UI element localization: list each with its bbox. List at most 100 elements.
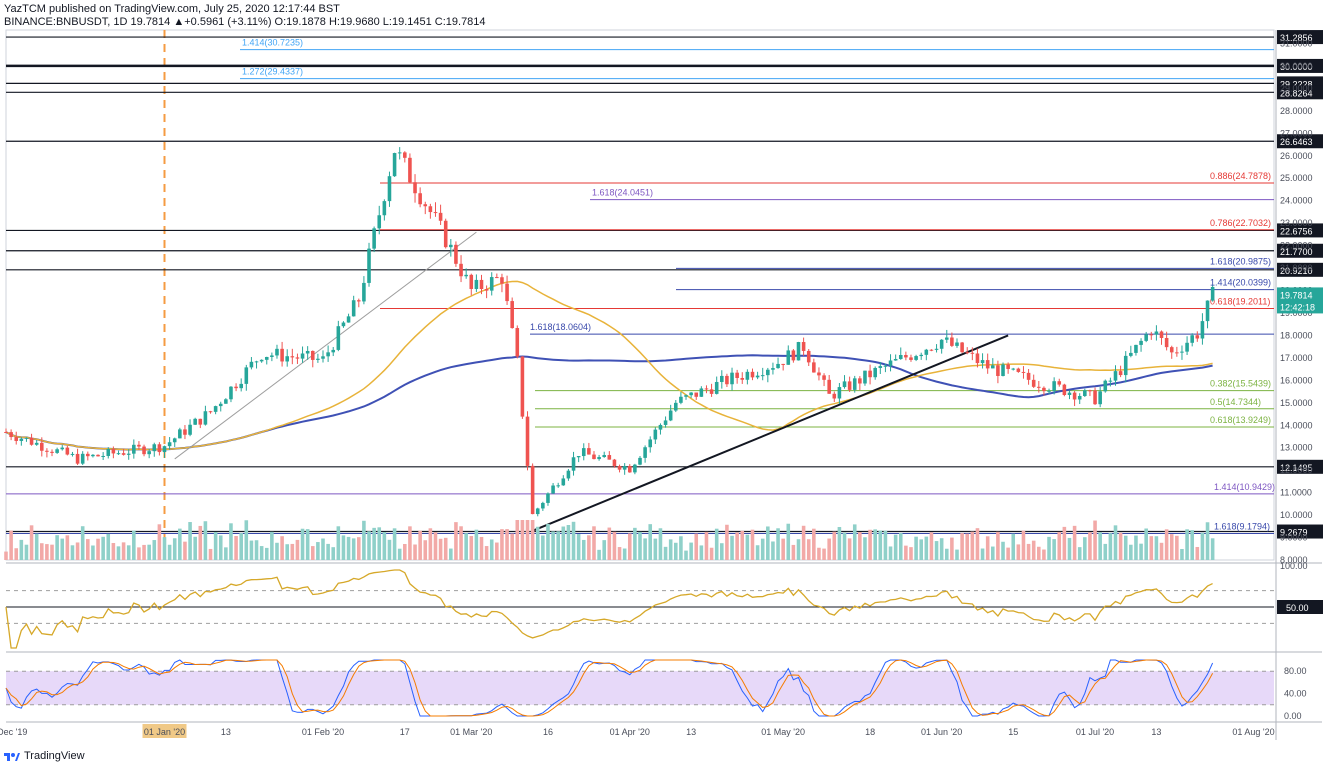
stoch-band [6,671,1274,705]
candle-body [1103,380,1108,392]
volume-bar [55,535,59,560]
volume-bar [817,547,821,560]
volume-bar [367,531,371,560]
volume-bar [218,535,223,560]
candle-body [224,399,228,404]
candle-body [868,370,872,378]
candle-body [980,360,985,364]
level-price-label: 20.9210 [1280,266,1313,276]
candle-body [193,418,197,425]
candle-body [1159,331,1164,338]
price-tick: 17.0000 [1280,353,1313,363]
fib-level-label: 1.618(9.1794) [1214,522,1270,532]
volume-bar [919,539,923,560]
volume-bar [1057,531,1062,560]
volume-bar [290,543,295,560]
volume-bar [771,541,775,560]
volume-bar [249,540,254,560]
time-tick: 01 Feb '20 [302,727,344,737]
volume-bar [362,520,366,560]
candle-body [730,372,734,385]
candle-body [699,388,704,397]
volume-bar [535,526,540,560]
volume-bar [357,537,361,560]
candle-body [801,342,806,351]
volume-bar [270,531,274,560]
volume-bar [944,548,949,560]
volume-bar [60,538,65,560]
volume-bar [316,542,320,560]
volume-bar [735,532,739,560]
volume-bar [70,545,75,560]
volume-bar [888,546,893,560]
time-tick: 01 Jan '20 [144,727,185,737]
rsi-line [5,569,1213,649]
volume-bar [1011,533,1016,560]
volume-bar [546,523,550,560]
volume-bar [142,544,146,560]
volume-bar [597,549,601,560]
level-price-tag [1277,134,1323,149]
volume-bar [372,527,376,560]
volume-bar [4,551,8,560]
volume-bar [423,540,428,560]
candle-body [955,342,959,346]
volume-bar [275,542,279,560]
volume-bar [1077,547,1082,560]
volume-bar [1149,536,1154,560]
candle-body [1185,342,1189,352]
volume-bar [489,539,494,560]
volume-bar [755,545,760,560]
volume-bar [566,525,571,560]
volume-bar [745,534,750,560]
volume-bar [264,547,269,560]
candle-body [939,339,944,349]
candle-body [387,176,392,202]
volume-bar [1175,535,1179,560]
time-tick: 13 [1151,727,1161,737]
candle-body [229,386,233,400]
candle-body [909,357,913,360]
level-price-label: 29.2228 [1280,79,1313,89]
level-price-tag [1277,243,1323,258]
volume-bar [382,532,387,560]
candle-body [817,372,821,376]
candle-body [469,274,474,289]
volume-bar [561,526,566,560]
volume-bar [847,538,852,560]
candle-body [203,411,208,425]
volume-bar [868,529,872,560]
candle-body [489,277,494,291]
price-tick: 9.0000 [1280,533,1308,543]
volume-bar [1134,535,1138,560]
candle-body [449,244,453,248]
candle-body [1031,379,1036,387]
candle-body [1006,364,1010,369]
price-tick: 21.0000 [1280,263,1313,273]
volume-bar [208,548,213,560]
candle-body [1088,390,1092,392]
volume-bar [24,544,29,560]
candle-body [1062,384,1067,395]
candle-body [1169,347,1174,353]
candle-body [1057,381,1062,385]
volume-bar [505,529,509,560]
candle-body [929,349,934,351]
volume-bar [1195,546,1200,560]
current-price-label: 19.7814 [1280,290,1313,300]
candle-body [556,485,560,487]
volume-bar [147,544,151,560]
candle-body [638,457,642,465]
tradingview-brand[interactable]: TradingView [4,750,85,762]
volume-bar [1047,536,1051,560]
volume-bar [438,538,443,560]
candle-body [285,356,289,362]
candle-body [919,354,923,357]
volume-bar [873,529,877,560]
candle-body [1108,380,1113,382]
volume-bar [663,546,668,560]
volume-bar [495,542,499,560]
candle-body [167,442,172,447]
candle-body [188,424,192,435]
